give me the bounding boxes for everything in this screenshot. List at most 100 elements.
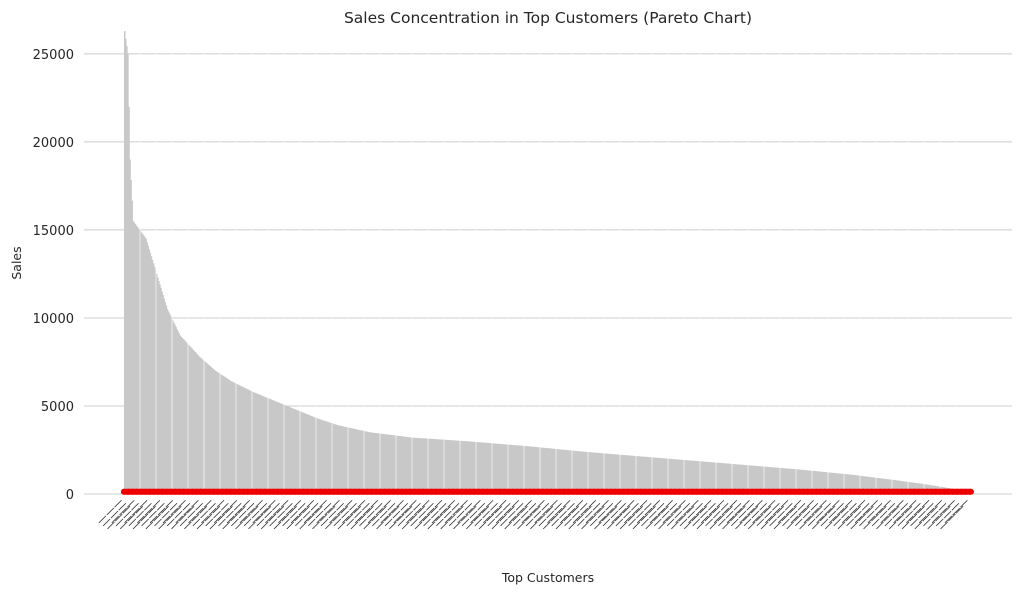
cumulative-point — [561, 488, 568, 495]
bar — [613, 454, 615, 494]
bar — [568, 450, 570, 494]
cumulative-point — [680, 488, 687, 495]
bar — [255, 393, 257, 494]
bar — [463, 441, 466, 494]
cumulative-point — [659, 488, 666, 495]
bar — [184, 341, 187, 494]
bar — [774, 467, 776, 494]
bar — [554, 448, 556, 494]
y-tick-label: 25000 — [33, 48, 74, 63]
bar — [377, 433, 379, 494]
bar — [195, 353, 198, 494]
cumulative-point — [817, 488, 824, 495]
bar — [512, 445, 515, 494]
bar — [565, 449, 567, 494]
bar — [826, 472, 829, 494]
bar — [536, 447, 538, 494]
bar — [329, 422, 331, 494]
cumulative-point — [710, 488, 717, 495]
cumulative-point — [962, 488, 969, 495]
bar — [263, 396, 266, 494]
bar — [341, 426, 344, 494]
cumulative-point — [770, 488, 777, 495]
bar — [748, 465, 751, 494]
bar — [770, 467, 772, 494]
bar — [520, 445, 522, 494]
cumulative-point — [907, 488, 914, 495]
bar — [840, 473, 843, 494]
cumulative-point — [458, 488, 465, 495]
cumulative-point — [872, 488, 879, 495]
bar — [530, 446, 533, 494]
cumulative-point — [377, 488, 384, 495]
chart-title: Sales Concentration in Top Customers (Pa… — [344, 9, 752, 27]
bar — [166, 309, 169, 494]
bar — [915, 482, 917, 494]
bar — [766, 466, 769, 494]
bar — [673, 459, 675, 494]
cumulative-point — [445, 488, 452, 495]
bar — [205, 362, 207, 494]
bar — [303, 413, 305, 494]
bar — [275, 401, 278, 494]
bar — [182, 339, 185, 494]
bar — [524, 446, 527, 494]
bar — [528, 446, 531, 494]
cumulative-point — [642, 488, 649, 495]
cumulative-point — [326, 488, 333, 495]
bar — [250, 390, 252, 494]
cumulative-point — [761, 488, 768, 495]
cumulative-point — [304, 488, 311, 495]
bar — [600, 453, 602, 494]
bar — [161, 291, 163, 494]
bar — [324, 421, 327, 494]
bar — [785, 468, 787, 494]
bar — [576, 451, 579, 494]
bar — [266, 397, 268, 494]
bar — [638, 456, 641, 494]
cumulative-point — [796, 488, 803, 495]
bar — [525, 446, 528, 494]
bar — [579, 451, 581, 494]
cumulative-point — [954, 488, 961, 495]
cumulative-point — [625, 488, 632, 495]
bar — [508, 444, 510, 494]
bar — [851, 474, 853, 494]
bar — [288, 406, 290, 494]
bar — [298, 410, 300, 494]
bar — [479, 442, 482, 494]
cumulative-point — [843, 488, 850, 495]
bar — [590, 452, 593, 494]
bar — [728, 463, 731, 494]
cumulative-point — [505, 488, 512, 495]
cumulative-point — [578, 488, 585, 495]
bar — [216, 372, 219, 494]
bar — [699, 461, 702, 494]
bar — [819, 471, 821, 494]
bar — [483, 442, 486, 494]
cumulative-point — [723, 488, 730, 495]
bar — [209, 366, 211, 494]
cumulative-point — [296, 488, 303, 495]
bar — [360, 430, 362, 494]
cumulative-point — [898, 488, 905, 495]
cumulative-point — [261, 488, 268, 495]
bar — [580, 451, 582, 494]
bar — [458, 440, 460, 494]
bar — [811, 470, 814, 494]
bar — [361, 430, 363, 494]
bar — [893, 479, 895, 494]
bar — [653, 457, 656, 494]
bar — [773, 467, 775, 494]
bar — [482, 442, 485, 494]
cumulative-point — [894, 488, 901, 495]
bar — [841, 473, 844, 494]
bar — [722, 463, 724, 494]
bar — [898, 480, 900, 494]
bar — [372, 432, 375, 494]
bar — [769, 467, 771, 494]
bar — [425, 438, 427, 494]
bar — [457, 440, 459, 494]
bar — [838, 473, 841, 494]
bar — [734, 464, 737, 494]
